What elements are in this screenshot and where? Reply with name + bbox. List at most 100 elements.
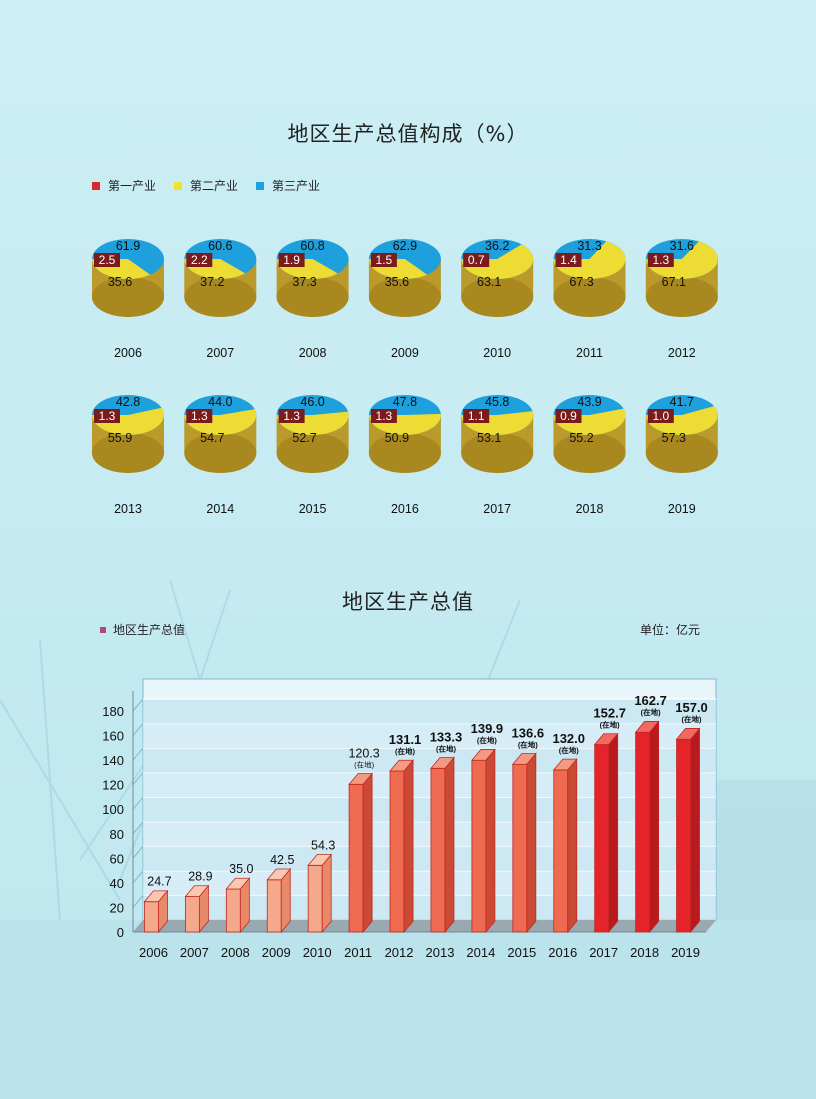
bar-top bbox=[675, 728, 701, 740]
x-tick-label: 2017 bbox=[589, 945, 618, 960]
pie-bottom bbox=[368, 277, 441, 317]
pie-primary-marker bbox=[278, 409, 305, 423]
pie-bottom bbox=[184, 433, 257, 473]
pie-primary-label: 1.3 bbox=[376, 409, 393, 423]
bar-front bbox=[266, 879, 282, 933]
pie-bottom bbox=[645, 277, 718, 317]
bar-front bbox=[348, 783, 364, 933]
pie-tertiary-label: 60.8 bbox=[300, 239, 324, 253]
pie-top-secondary bbox=[553, 241, 626, 279]
pie-tertiary-label: 60.6 bbox=[208, 239, 232, 253]
pie-bottom bbox=[553, 277, 626, 317]
bar-note-label: (在地) bbox=[682, 714, 702, 724]
bar-legend-swatch bbox=[100, 626, 106, 633]
pie-2011: 1.431.3 67.3 2011 bbox=[553, 239, 626, 360]
bar-top bbox=[593, 733, 619, 745]
pie-top-secondary bbox=[461, 244, 534, 279]
pie-secondary-label: 53.1 bbox=[477, 431, 501, 445]
pie-tertiary-label: 36.2 bbox=[485, 239, 509, 253]
pie-primary-label: 0.7 bbox=[468, 253, 485, 267]
legend-label-secondary: 第二产业 bbox=[190, 179, 239, 193]
bar-front bbox=[389, 770, 405, 933]
bar-value-label: 131.1 bbox=[389, 732, 422, 747]
pie-secondary-label: 55.9 bbox=[108, 431, 132, 445]
y-tick-label: 20 bbox=[110, 900, 124, 915]
pie-tertiary-label: 43.9 bbox=[577, 395, 601, 409]
grid-band bbox=[143, 846, 716, 871]
pie-tertiary-label: 44.0 bbox=[208, 395, 232, 409]
bar-value-label: 133.3 bbox=[430, 729, 463, 744]
grid-band bbox=[143, 797, 716, 822]
bar-side bbox=[690, 727, 700, 934]
pie-bottom bbox=[276, 277, 349, 317]
pie-primary-label: 1.5 bbox=[376, 253, 393, 267]
bar-top bbox=[634, 721, 660, 733]
bar-front bbox=[184, 896, 200, 933]
y-tick-label: 0 bbox=[117, 925, 124, 940]
legend-item-secondary: 第二产业 bbox=[174, 177, 238, 194]
pie-year-label: 2016 bbox=[391, 502, 419, 516]
x-tick-label: 2018 bbox=[630, 945, 659, 960]
pie-2010: 0.736.2 63.1 2010 bbox=[461, 239, 534, 360]
pie-primary-label: 0.9 bbox=[560, 409, 577, 423]
grid-band bbox=[143, 772, 716, 798]
legend-swatch-primary bbox=[92, 181, 100, 190]
grid-diag bbox=[132, 698, 144, 712]
pie-secondary-label: 54.7 bbox=[200, 431, 224, 445]
x-tick-label: 2010 bbox=[303, 945, 332, 960]
pie-primary-marker bbox=[555, 253, 582, 267]
pie-primary-marker bbox=[94, 253, 120, 267]
pie-2006: 2.561.9 35.6 2006 bbox=[92, 239, 164, 360]
pie-2016: 1.347.8 50.9 2016 bbox=[368, 395, 441, 516]
pie-legend: 第一产业 第二产业 第三产业 bbox=[92, 177, 320, 194]
bar-side bbox=[403, 759, 414, 934]
bar-value-label: 35.0 bbox=[229, 862, 253, 876]
x-tick-label: 2013 bbox=[426, 945, 455, 960]
bar-top bbox=[184, 885, 210, 897]
pie-primary-label: 1.3 bbox=[652, 253, 669, 267]
x-tick-label: 2015 bbox=[507, 945, 536, 960]
y-tick-label: 160 bbox=[102, 729, 124, 744]
bar-value-label: 120.3 bbox=[348, 746, 379, 760]
pie-tertiary-label: 62.9 bbox=[393, 239, 417, 253]
bar-front bbox=[225, 888, 241, 933]
pie-primary-label: 2.2 bbox=[191, 253, 208, 267]
pie-year-label: 2007 bbox=[206, 346, 234, 360]
bar-side bbox=[444, 756, 455, 934]
pie-primary-marker bbox=[94, 409, 120, 423]
pie-2014: 1.344.0 54.7 2014 bbox=[184, 395, 257, 516]
bar-legend-label: 地区生产总值 bbox=[113, 623, 186, 637]
bar-note-label: (在地) bbox=[477, 735, 497, 745]
bar-side bbox=[567, 758, 578, 934]
pie-bottom bbox=[553, 433, 626, 473]
bar-2011: 120.3(在地) 2011 bbox=[344, 746, 380, 960]
pie-primary-marker bbox=[463, 409, 490, 423]
pie-primary-marker bbox=[647, 253, 674, 267]
pie-bottom bbox=[461, 433, 534, 473]
pie-secondary-label: 63.1 bbox=[477, 275, 501, 289]
pie-secondary-label: 37.2 bbox=[200, 275, 224, 289]
pie-primary-marker bbox=[186, 253, 213, 267]
bar-note-label: (在地) bbox=[600, 720, 620, 730]
legend-swatch-tertiary bbox=[256, 181, 265, 190]
bar-2007: 28.9 2007 bbox=[180, 870, 213, 960]
bar-value-label: 152.7 bbox=[593, 706, 626, 721]
bar-front bbox=[430, 767, 446, 933]
bar-value-label: 132.0 bbox=[552, 731, 585, 746]
bar-top bbox=[511, 753, 537, 765]
bar-value-label: 42.5 bbox=[270, 853, 294, 867]
bar-side bbox=[608, 732, 619, 934]
bar-2015: 136.6(在地) 2015 bbox=[507, 725, 544, 960]
pie-secondary-label: 50.9 bbox=[385, 431, 409, 445]
pie-primary-label: 1.3 bbox=[191, 409, 208, 423]
grid-diag bbox=[132, 846, 144, 859]
pie-tertiary-label: 46.0 bbox=[300, 395, 324, 409]
pie-primary-marker bbox=[370, 409, 397, 423]
pie-secondary-label: 57.3 bbox=[662, 431, 686, 445]
pie-bottom bbox=[92, 277, 164, 317]
pie-chart-grid: 2.561.9 35.6 2006 2.260.6 37.2 2007 1.960.8 37.… bbox=[92, 239, 718, 516]
x-tick-label: 2019 bbox=[671, 945, 700, 960]
bar-front bbox=[144, 901, 159, 933]
pie-top-secondary bbox=[645, 241, 718, 279]
x-tick-label: 2011 bbox=[344, 945, 372, 960]
